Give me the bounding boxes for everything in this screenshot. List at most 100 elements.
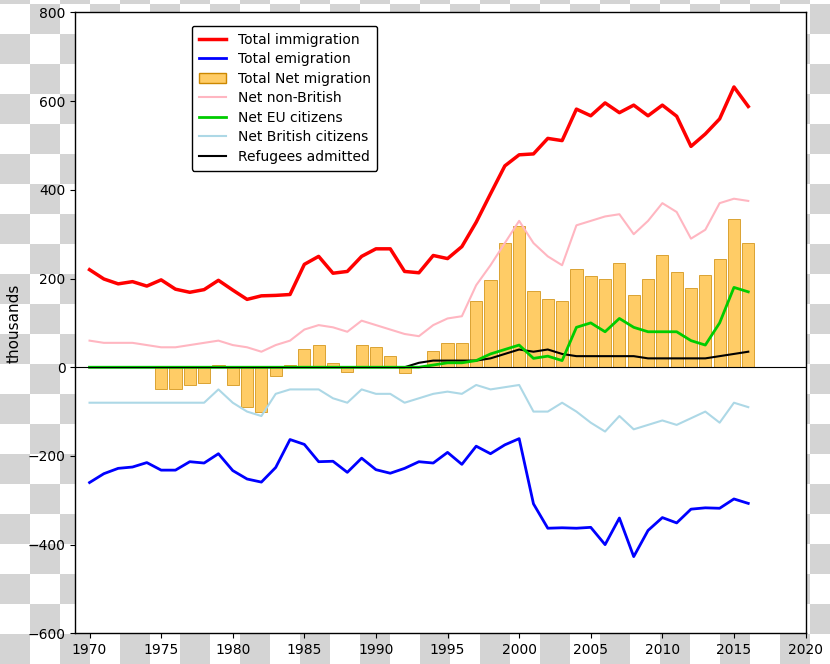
Total emigration [557, 524, 567, 532]
Total emigration [686, 505, 696, 513]
Refugees admitted [385, 363, 395, 371]
Net EU citizens [729, 284, 739, 291]
Bar [183, 367, 196, 385]
Net EU citizens [686, 337, 696, 345]
Total emigration [256, 478, 266, 486]
Net non-British [314, 321, 324, 329]
Net British citizens [744, 403, 754, 411]
Refugees admitted [428, 357, 438, 365]
Net British citizens [715, 419, 725, 427]
Net non-British [457, 312, 466, 320]
Net non-British [486, 261, 496, 269]
Refugees admitted [399, 363, 409, 371]
Line: Net EU citizens: Net EU citizens [90, 288, 749, 367]
Bar [427, 351, 439, 367]
Total emigration [600, 540, 610, 548]
Net non-British [744, 197, 754, 205]
Net non-British [357, 317, 367, 325]
Net EU citizens [629, 323, 639, 331]
Total immigration [543, 134, 553, 142]
Total emigration [471, 442, 481, 450]
Total emigration [543, 525, 553, 533]
Net EU citizens [399, 363, 409, 371]
Total emigration [529, 500, 539, 508]
Total emigration [199, 459, 209, 467]
Net non-British [442, 315, 452, 323]
Net EU citizens [514, 341, 524, 349]
Refugees admitted [342, 363, 352, 371]
Line: Net non-British: Net non-British [90, 199, 749, 352]
Line: Total emigration: Total emigration [90, 439, 749, 556]
Total immigration [242, 295, 252, 303]
Total immigration [744, 102, 754, 110]
Bar [169, 367, 182, 389]
Bar [642, 279, 654, 367]
Net EU citizens [586, 319, 596, 327]
Net British citizens [571, 408, 581, 416]
Total emigration [729, 495, 739, 503]
Refugees admitted [256, 363, 266, 371]
Total immigration [128, 278, 138, 286]
Y-axis label: thousands: thousands [7, 284, 22, 363]
Net British citizens [199, 399, 209, 407]
Net EU citizens [242, 363, 252, 371]
Total emigration [170, 466, 180, 474]
Net non-British [614, 210, 624, 218]
Net EU citizens [85, 363, 95, 371]
Net EU citizens [128, 363, 138, 371]
Total immigration [99, 275, 109, 283]
Net British citizens [686, 414, 696, 422]
Net EU citizens [371, 363, 381, 371]
Net non-British [213, 337, 223, 345]
Net non-British [529, 239, 539, 247]
Bar [256, 367, 267, 412]
Total emigration [227, 467, 237, 475]
Bar [513, 226, 525, 367]
Net EU citizens [142, 363, 152, 371]
Refugees admitted [486, 355, 496, 363]
Refugees admitted [156, 363, 166, 371]
Total immigration [185, 288, 195, 296]
Net EU citizens [486, 350, 496, 358]
Net non-British [227, 341, 237, 349]
Total emigration [428, 459, 438, 467]
Refugees admitted [99, 363, 109, 371]
Bar [599, 280, 611, 367]
Refugees admitted [199, 363, 209, 371]
Net EU citizens [643, 328, 653, 336]
Total emigration [671, 519, 681, 527]
Net EU citizens [285, 363, 295, 371]
Net EU citizens [271, 363, 281, 371]
Net EU citizens [471, 357, 481, 365]
Refugees admitted [128, 363, 138, 371]
Bar [742, 242, 754, 367]
Net British citizens [85, 399, 95, 407]
Total immigration [586, 112, 596, 120]
Net British citizens [256, 412, 266, 420]
Net British citizens [328, 394, 338, 402]
Bar [327, 363, 339, 367]
Net British citizens [170, 399, 180, 407]
Net EU citizens [500, 345, 510, 353]
Net British citizens [486, 385, 496, 393]
Net non-British [629, 230, 639, 238]
Net British citizens [271, 390, 281, 398]
Net EU citizens [213, 363, 223, 371]
Refugees admitted [170, 363, 180, 371]
Net non-British [471, 282, 481, 290]
Net EU citizens [428, 361, 438, 369]
Bar [341, 367, 354, 372]
Net British citizens [514, 381, 524, 389]
Total emigration [113, 464, 123, 472]
Total immigration [85, 266, 95, 274]
Bar [227, 367, 239, 385]
Bar [657, 256, 668, 367]
Total emigration [399, 464, 409, 472]
Net non-British [643, 217, 653, 225]
Refugees admitted [629, 352, 639, 360]
Net EU citizens [715, 319, 725, 327]
Total immigration [328, 269, 338, 277]
Net non-British [185, 341, 195, 349]
Total emigration [328, 457, 338, 465]
Refugees admitted [500, 350, 510, 358]
